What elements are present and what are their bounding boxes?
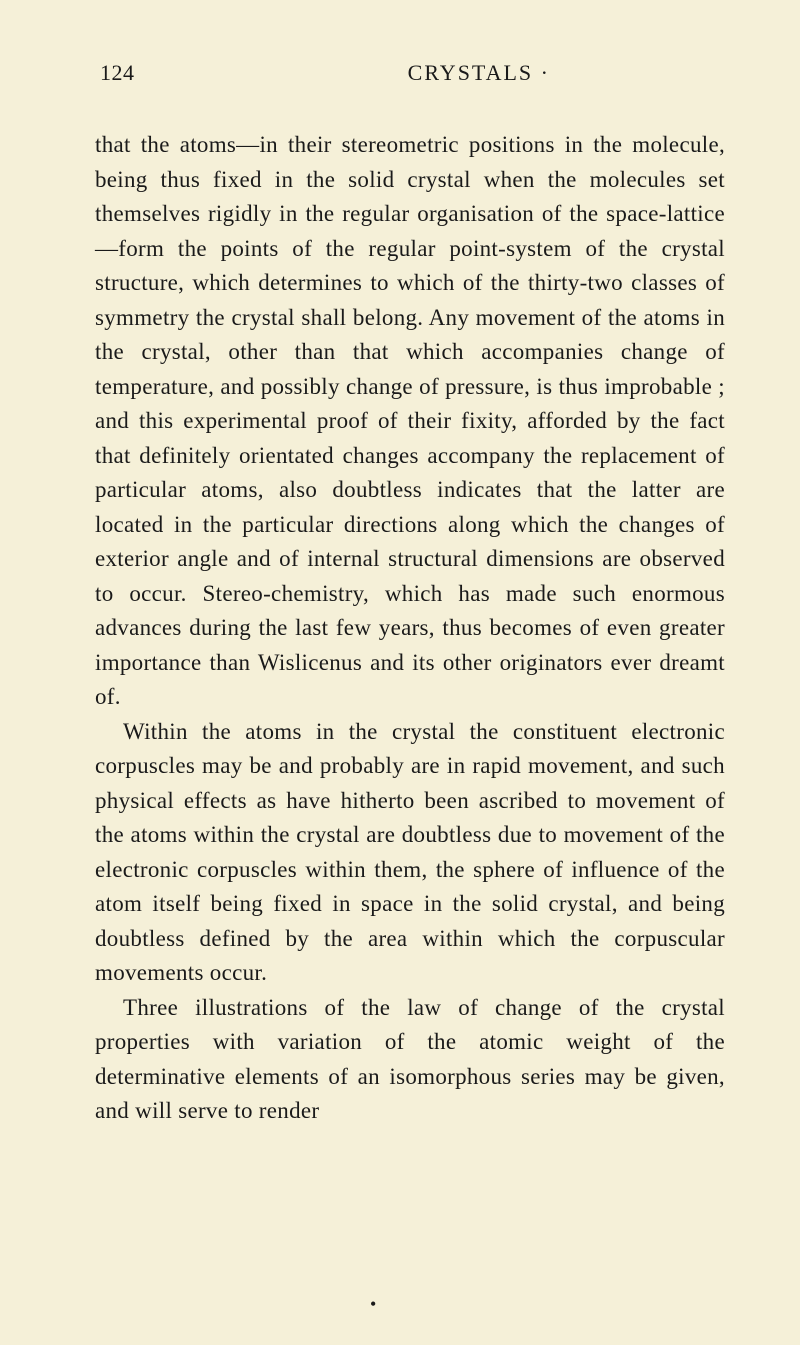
- bullet-mark: •: [370, 1294, 376, 1315]
- paragraph-3: Three illustrations of the law of change…: [95, 991, 725, 1129]
- body-text: that the atoms—in their stereometric pos…: [95, 128, 725, 1129]
- page-title: CRYSTALS ·: [408, 60, 550, 86]
- page-header: 124 CRYSTALS ·: [100, 60, 725, 86]
- paragraph-2: Within the atoms in the crystal the cons…: [95, 715, 725, 991]
- paragraph-1: that the atoms—in their stereometric pos…: [95, 128, 725, 715]
- page-number: 124: [100, 60, 135, 86]
